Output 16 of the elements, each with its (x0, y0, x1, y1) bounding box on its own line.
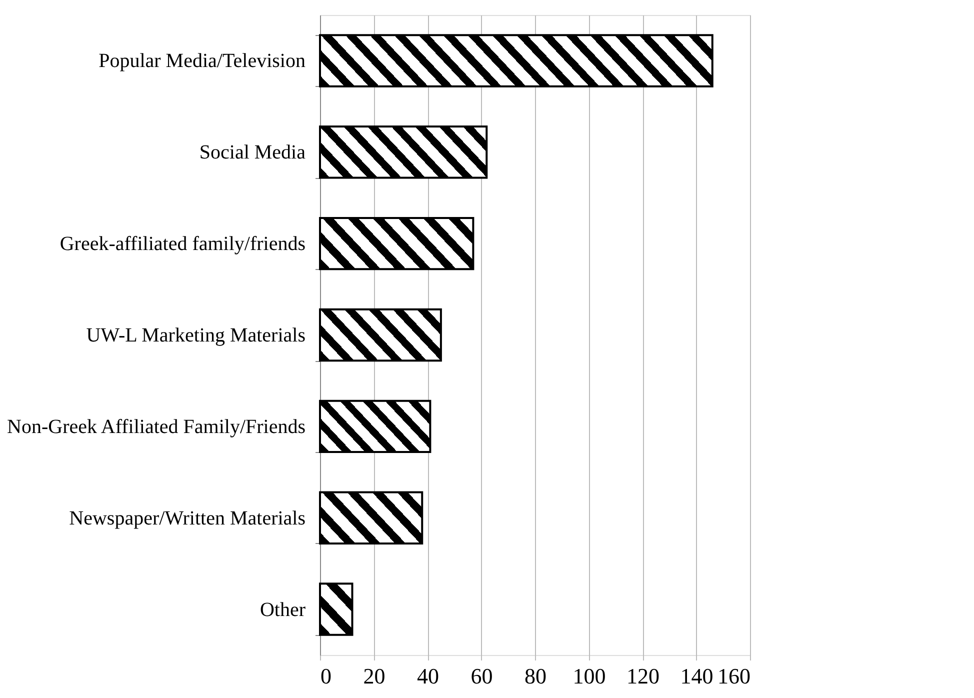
x-tick-label: 0 (320, 664, 332, 688)
y-tick-label: Newspaper/Written Materials (69, 507, 306, 530)
x-tick-label: 100 (572, 664, 606, 688)
x-tick-label: 60 (470, 664, 493, 688)
x-tick-label: 140 (680, 664, 714, 688)
y-tick-label: Other (260, 598, 306, 621)
y-tick-label: UW-L Marketing Materials (86, 324, 306, 346)
y-tick-label: Greek-affiliated family/friends (60, 233, 306, 256)
x-tick-label: 40 (417, 664, 439, 688)
y-tick-label: Social Media (199, 142, 306, 164)
x-tick-label: 120 (626, 664, 660, 688)
y-tick-label: Popular Media/Television (98, 50, 306, 72)
x-tick-label: 80 (524, 664, 546, 688)
x-tick-label: 160 (718, 664, 750, 688)
y-tick-label: Non-Greek Affiliated Family/Friends (7, 416, 306, 438)
x-tick-label: 20 (363, 664, 386, 688)
